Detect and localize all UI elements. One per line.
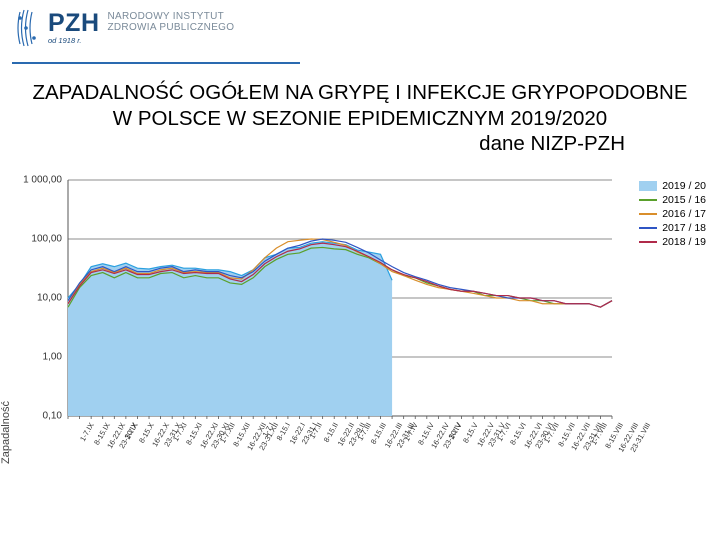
legend-swatch xyxy=(639,181,657,191)
legend-row: 2015 / 16 xyxy=(639,193,706,207)
title-line1: ZAPADALNOŚĆ OGÓŁEM NA GRYPĘ I INFEKCJE G… xyxy=(32,81,687,104)
legend-row: 2018 / 19 xyxy=(639,235,706,249)
legend-swatch xyxy=(639,213,657,216)
legend-label: 2015 / 16 xyxy=(662,194,706,206)
logo-main: PZH xyxy=(48,11,100,36)
legend: 2019 / 20 2015 / 16 2016 / 17 2017 / 18 2018… xyxy=(639,179,706,249)
logo-sub2: ZDROWIA PUBLICZNEGO xyxy=(108,22,235,33)
legend-row: 2017 / 18 xyxy=(639,221,706,235)
title-line2: W POLSCE W SEZONIE EPIDEMICZNYM 2019/202… xyxy=(0,106,720,132)
title-block: ZAPADALNOŚĆ OGÓŁEM NA GRYPĘ I INFEKCJE G… xyxy=(0,80,720,157)
logo-divider xyxy=(12,62,300,64)
legend-row: 2019 / 20 xyxy=(639,179,706,193)
legend-swatch xyxy=(639,227,657,230)
legend-swatch xyxy=(639,241,657,244)
logo-bar: PZH NARODOWY INSTYTUT ZDROWIA PUBLICZNEG… xyxy=(0,0,720,56)
logo-text: PZH NARODOWY INSTYTUT ZDROWIA PUBLICZNEG… xyxy=(48,11,234,45)
title-line3: dane NIZP-PZH xyxy=(0,131,720,157)
chart-wrap: Zapadalność 0,101,0010,00100,001 000,00 … xyxy=(0,176,720,496)
legend-row: 2016 / 17 xyxy=(639,207,706,221)
logo-since: od 1918 r. xyxy=(48,37,234,45)
legend-swatch xyxy=(639,199,657,202)
legend-label: 2019 / 20 xyxy=(662,180,706,192)
legend-label: 2018 / 19 xyxy=(662,236,706,248)
pzh-logo-icon xyxy=(14,8,42,48)
legend-label: 2016 / 17 xyxy=(662,208,706,220)
logo-sub1: NARODOWY INSTYTUT xyxy=(108,11,235,22)
legend-label: 2017 / 18 xyxy=(662,222,706,234)
